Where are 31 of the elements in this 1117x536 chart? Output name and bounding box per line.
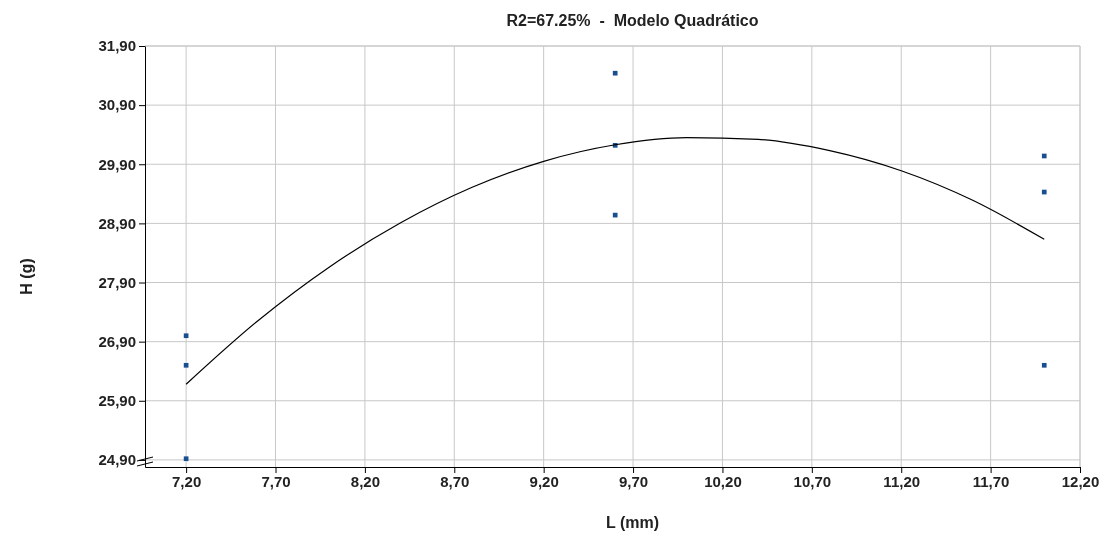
point [612, 212, 618, 218]
x-tick-label: 9,20 [529, 472, 559, 490]
y-tick-label: 27,90 [98, 273, 136, 291]
x-tick-label: 9,70 [618, 472, 649, 490]
point [612, 70, 618, 76]
y-tick-label: 25,90 [98, 392, 136, 410]
x-tick-label: 11,70 [972, 472, 1010, 490]
x-tick-label: 8,70 [440, 472, 470, 490]
point [183, 456, 189, 462]
x-tick-label: 11,20 [883, 472, 921, 490]
x-tick-label: 8,20 [350, 472, 380, 490]
x-tick-label: 12,20 [1061, 472, 1100, 490]
chart-title: R2=67.25% - Modelo Quadrático [506, 12, 759, 29]
x-tick-label: 10,20 [704, 472, 742, 490]
y-axis-title: H (g) [18, 258, 35, 295]
point [1041, 189, 1047, 195]
y-tick-label: 24,90 [98, 451, 136, 469]
y-tick-label: 28,90 [98, 214, 136, 232]
point [1041, 362, 1047, 368]
line-series [185, 137, 1045, 385]
x-tick-label: 10,70 [793, 472, 832, 490]
y-tick-label: 26,90 [98, 332, 136, 350]
x-axis-title: L (mm) [605, 514, 660, 531]
x-tick-label: 7,20 [172, 472, 202, 490]
y-tick-label: 31,90 [98, 37, 136, 55]
y-tick-label: 29,90 [98, 155, 136, 173]
point [183, 362, 189, 368]
x-tick-label: 7,70 [261, 472, 291, 490]
y-tick-label: 30,90 [98, 96, 136, 114]
point [183, 333, 189, 339]
point [1041, 153, 1047, 159]
